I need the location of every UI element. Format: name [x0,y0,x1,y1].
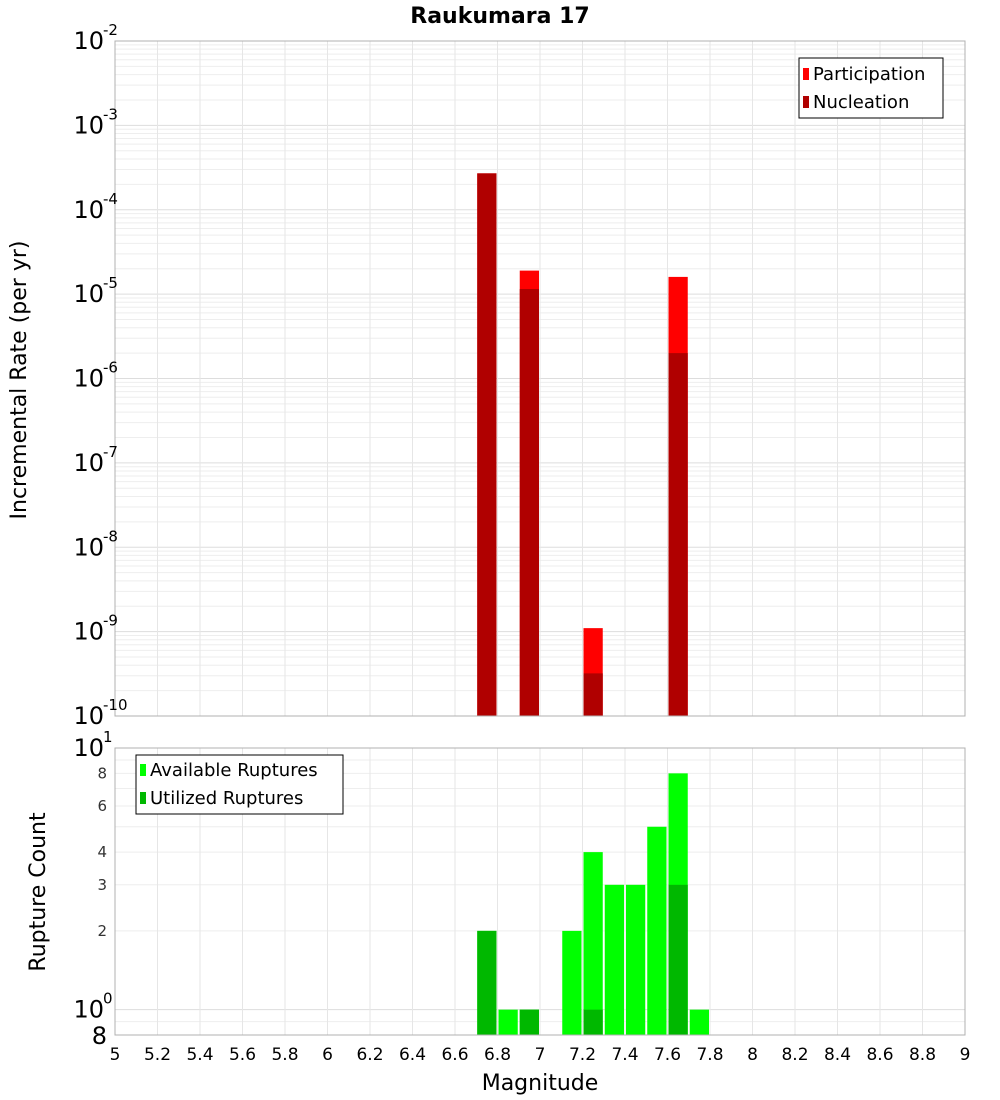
rate-y-tick-exponent: -6 [103,359,118,377]
count-y-tick-label: 2 [97,922,107,940]
legend-label-nucleation: Nucleation [813,92,909,113]
x-tick-label: 8.8 [909,1045,936,1065]
count-y-tick-exponent: 1 [103,728,113,746]
legend-swatch-utilized-ruptures [140,792,146,804]
count-legend [135,754,344,815]
rate-y-tick-base: 10 [73,702,104,730]
x-tick-label: 5 [110,1045,121,1065]
utilized-ruptures-bar [583,1009,603,1035]
count-y-tick-label: 8 [97,764,107,782]
rate-plot-border [114,40,966,717]
x-tick-label: 6.6 [441,1045,468,1065]
x-tick-label: 6 [322,1045,333,1065]
legend-swatch-available-ruptures [140,764,146,776]
nucleation-bar [668,353,688,716]
x-tick-label: 5.2 [144,1045,171,1065]
x-tick-label: 5.6 [229,1045,256,1065]
rate-y-tick-exponent: -4 [103,190,118,208]
utilized-ruptures-bar [668,884,688,1035]
legend-label-available-ruptures: Available Ruptures [150,760,318,781]
available-ruptures-bar [647,826,667,1035]
count-y-tick-label: 4 [97,843,107,861]
x-tick-label: 8.4 [824,1045,851,1065]
x-tick-label: 8.6 [866,1045,893,1065]
available-ruptures-bar [626,884,646,1035]
rate-y-tick-base: 10 [73,27,104,55]
rate-y-tick-exponent: -8 [103,527,118,545]
available-ruptures-bar [562,930,582,1035]
rate-y-tick-exponent: -9 [103,612,118,630]
count-y-tick-base: 10 [73,734,104,762]
x-tick-label: 7 [535,1045,546,1065]
count-y-tick-label: 6 [97,797,107,815]
rate-y-tick-base: 10 [73,365,104,393]
rate-y-axis-title: Incremental Rate (per yr) [7,241,32,520]
count-y-tick-label: 3 [97,876,107,894]
rate-y-tick-base: 10 [73,618,104,646]
available-ruptures-bar [604,884,624,1035]
count-y-axis-title: Rupture Count [26,812,51,972]
legend-swatch-nucleation [803,96,809,108]
x-tick-label: 9 [960,1045,971,1065]
chart-title: Raukumara 17 [410,4,589,29]
legend-swatch-participation [803,68,809,80]
utilized-ruptures-bar [477,930,497,1035]
nucleation-bar [519,289,539,716]
x-axis-title: Magnitude [482,1071,599,1096]
legend-label-participation: Participation [813,64,925,85]
x-tick-label: 7.8 [696,1045,723,1065]
rate-y-tick-base: 10 [73,280,104,308]
rate-y-tick-exponent: -3 [103,105,118,123]
x-tick-label: 6.2 [356,1045,383,1065]
nucleation-bar [583,673,603,716]
rate-y-tick-exponent: -10 [103,696,128,714]
x-tick-label: 6.4 [399,1045,426,1065]
count-y-tick-exponent: 0 [103,990,113,1008]
count-plot-border [114,747,966,1036]
x-tick-label: 5.8 [271,1045,298,1065]
rate-y-tick-base: 10 [73,111,104,139]
rate-y-tick-base: 10 [73,449,104,477]
count-y-tick-label: 8 [92,1022,107,1050]
available-ruptures-bar [689,1009,709,1035]
utilized-ruptures-bar [519,1009,539,1035]
rate-y-tick-base: 10 [73,196,104,224]
nucleation-bar [477,173,497,716]
count-y-tick-base: 10 [73,996,104,1024]
x-tick-label: 8 [747,1045,758,1065]
rate-legend [798,57,944,119]
rate-y-tick-exponent: -7 [103,443,118,461]
rate-y-tick-base: 10 [73,533,104,561]
x-tick-label: 7.4 [611,1045,638,1065]
x-tick-label: 8.2 [781,1045,808,1065]
available-ruptures-bar [498,1009,518,1035]
x-tick-label: 7.2 [569,1045,596,1065]
x-tick-label: 5.4 [186,1045,213,1065]
legend-label-utilized-ruptures: Utilized Ruptures [150,788,303,809]
rate-y-tick-exponent: -5 [103,274,118,292]
rate-y-tick-exponent: -2 [103,21,118,39]
x-tick-label: 6.8 [484,1045,511,1065]
available-ruptures-bar [583,852,603,1035]
x-tick-label: 7.6 [654,1045,681,1065]
